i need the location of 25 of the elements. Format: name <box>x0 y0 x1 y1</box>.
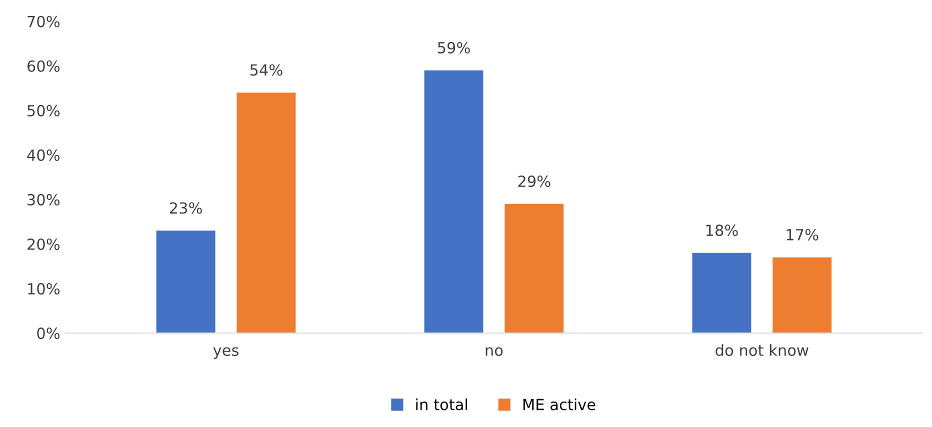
data-label: 18% <box>706 224 738 236</box>
bar <box>504 204 564 334</box>
x-tick-label: no <box>486 347 503 356</box>
y-tick-label: 20% <box>28 238 60 250</box>
bar <box>692 252 752 334</box>
x-tick-label: do not know <box>716 344 808 356</box>
data-label: 23% <box>170 202 202 214</box>
data-label: 17% <box>786 228 818 241</box>
data-label: 59% <box>438 42 470 54</box>
data-label: 29% <box>518 176 550 188</box>
bar <box>236 92 296 334</box>
data-label: 54% <box>250 64 282 76</box>
bar <box>156 230 216 334</box>
legend-label: in total <box>416 398 468 410</box>
y-tick-label: 50% <box>28 104 60 116</box>
y-tick-label: 70% <box>28 16 60 28</box>
y-tick-label: 30% <box>28 194 60 206</box>
x-tick-label: yes <box>213 347 238 359</box>
y-tick-label: 60% <box>27 60 60 72</box>
y-tick-label: 40% <box>27 149 60 161</box>
y-tick-label: 10% <box>28 282 60 295</box>
legend-label: ME active <box>523 398 596 410</box>
bar <box>424 70 484 334</box>
y-tick-label: 0% <box>37 328 60 340</box>
bar <box>772 257 832 334</box>
